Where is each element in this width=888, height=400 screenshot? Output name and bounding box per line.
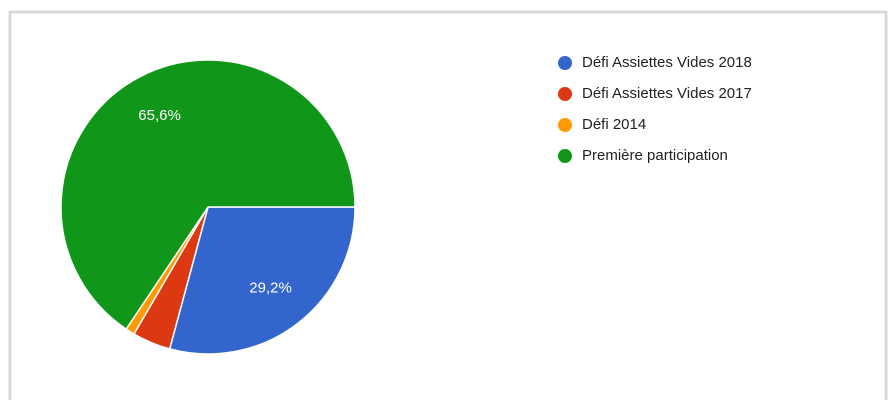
legend-swatch [558,56,572,70]
slice-label: 29,2% [249,280,292,297]
slice-label: 65,6% [138,107,181,124]
pie-slice [60,59,356,331]
legend-label: Première participation [582,147,728,164]
legend-label: Défi 2014 [582,116,646,133]
pie-slice [168,206,356,355]
legend-swatch [558,149,572,163]
legend-swatch [558,118,572,132]
legend-label: Défi Assiettes Vides 2017 [582,85,752,102]
legend-swatch [558,87,572,101]
legend-label: Défi Assiettes Vides 2018 [582,54,752,71]
